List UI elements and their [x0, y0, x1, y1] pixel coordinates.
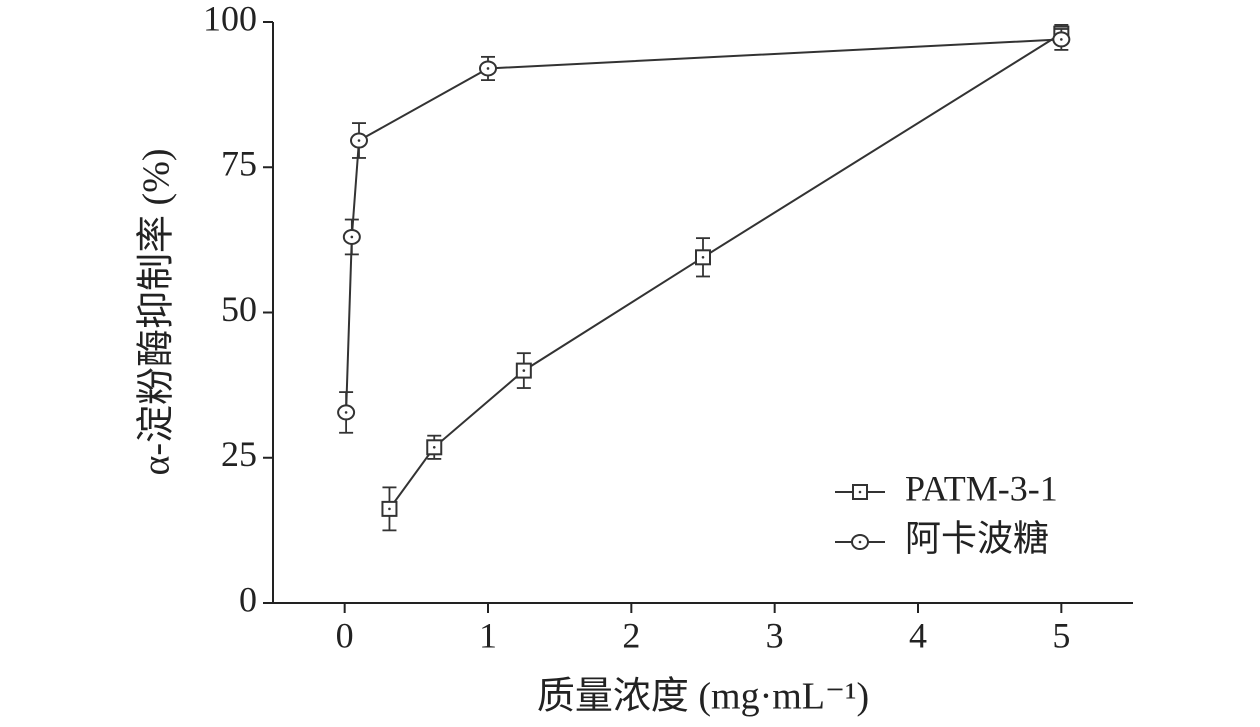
y-tick-label: 100 [203, 0, 257, 38]
x-axis-label: 质量浓度 (mg·mL⁻¹) [537, 676, 869, 718]
marker-dot [486, 67, 490, 70]
marker-dot [388, 507, 391, 511]
marker-dot [350, 235, 354, 239]
y-tick-label: 50 [221, 289, 257, 329]
x-tick-label: 1 [479, 615, 497, 655]
marker-dot [357, 139, 361, 142]
x-tick-label: 2 [622, 615, 640, 655]
marker-dot [1060, 38, 1063, 41]
x-tick-label: 0 [336, 615, 354, 655]
legend-label: 阿卡波糖 [905, 518, 1049, 558]
y-axis-label: α-淀粉酶抑制率 (%) [136, 148, 178, 475]
marker-dot [858, 540, 862, 544]
y-tick-label: 25 [221, 434, 257, 474]
y-tick-label: 0 [239, 579, 257, 619]
marker-dot [522, 369, 526, 372]
x-tick-label: 3 [766, 615, 784, 655]
marker-dot [701, 256, 705, 259]
marker-dot [432, 445, 436, 449]
marker-dot [344, 411, 348, 414]
legend-label: PATM-3-1 [905, 468, 1058, 508]
x-tick-label: 4 [909, 615, 927, 655]
x-tick-label: 5 [1052, 615, 1070, 655]
series-line [388, 32, 1062, 510]
series-line [345, 38, 1062, 413]
marker-dot [858, 490, 862, 494]
y-tick-label: 75 [221, 144, 257, 184]
